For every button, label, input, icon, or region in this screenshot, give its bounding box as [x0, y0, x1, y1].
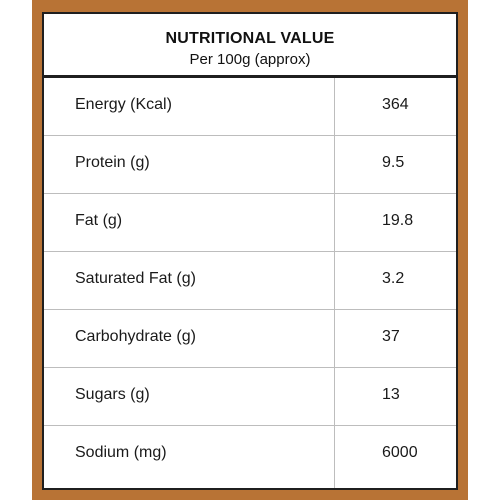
- nutrient-label: Carbohydrate (g): [75, 328, 196, 345]
- table-row: Carbohydrate (g) 37: [44, 310, 456, 368]
- table-row: Sugars (g) 13: [44, 368, 456, 426]
- nutrition-title: NUTRITIONAL VALUE: [165, 30, 335, 47]
- nutrient-value: 19.8: [382, 212, 414, 229]
- nutrition-subtitle: Per 100g (approx): [189, 51, 311, 68]
- frame-left-border: [32, 0, 42, 500]
- table-row: Sodium (mg) 6000: [44, 426, 456, 484]
- nutrient-value: 3.2: [382, 270, 405, 287]
- table-row: Fat (g) 19.8: [44, 194, 456, 252]
- frame-right-border: [458, 0, 468, 500]
- frame-top-border: [32, 0, 468, 12]
- nutrient-label: Protein (g): [75, 154, 150, 171]
- nutrition-table: Energy (Kcal) 364 Protein (g) 9.5 Fat (g…: [44, 78, 456, 488]
- nutrition-panel: NUTRITIONAL VALUE Per 100g (approx) Ener…: [42, 12, 458, 490]
- nutrient-value: 13: [382, 386, 400, 403]
- nutrient-value: 37: [382, 328, 400, 345]
- nutrient-label: Sugars (g): [75, 386, 150, 403]
- table-row: Saturated Fat (g) 3.2: [44, 252, 456, 310]
- nutrient-value: 364: [382, 96, 409, 113]
- frame-bottom-border: [32, 490, 468, 500]
- nutrient-label: Energy (Kcal): [75, 96, 172, 113]
- table-row: Energy (Kcal) 364: [44, 78, 456, 136]
- nutrient-value: 6000: [382, 444, 418, 461]
- table-column-divider: [334, 78, 335, 488]
- nutrient-label: Fat (g): [75, 212, 123, 229]
- nutrition-header: NUTRITIONAL VALUE Per 100g (approx): [44, 14, 456, 78]
- nutrient-value: 9.5: [382, 154, 405, 171]
- nutrient-label: Sodium (mg): [75, 444, 167, 461]
- nutrient-label: Saturated Fat (g): [75, 270, 196, 287]
- table-row: Protein (g) 9.5: [44, 136, 456, 194]
